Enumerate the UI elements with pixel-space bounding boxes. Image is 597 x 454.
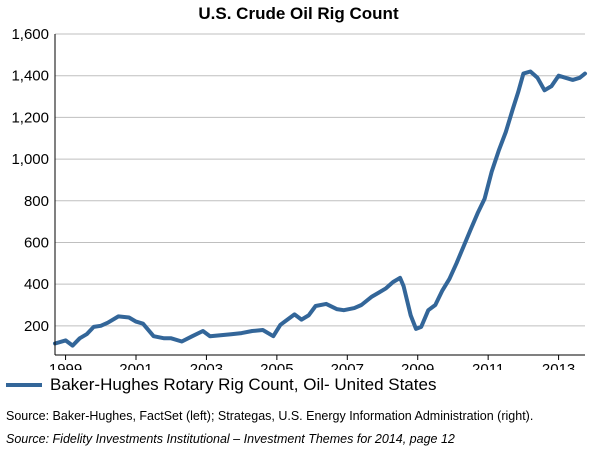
x-tick-label: 1999 [49,361,82,370]
y-tick-label: 600 [24,234,49,251]
source-note: Source: Baker-Hughes, FactSet (left); St… [6,409,534,423]
x-tick-label: 2009 [401,361,434,370]
chart-title: U.S. Crude Oil Rig Count [198,4,399,23]
x-tick-label: 2013 [542,361,575,370]
x-tick-label: 2003 [190,361,223,370]
x-tick-label: 2001 [119,361,152,370]
y-tick-label: 800 [24,193,49,210]
x-tick-label: 2011 [472,361,504,370]
legend-label: Baker-Hughes Rotary Rig Count, Oil- Unit… [50,375,437,394]
source-citation: Source: Fidelity Investments Institution… [6,432,455,446]
y-tick-label: 1,000 [11,151,49,168]
y-axis-labels: 200 400 600 800 1,000 1,200 1,400 1,600 [11,26,49,335]
x-tick-label: 2007 [331,361,364,370]
legend-swatch [6,383,42,387]
x-tick-label: 2005 [260,361,293,370]
y-tick-label: 1,200 [11,109,49,126]
series-line [53,69,587,348]
y-tick-label: 200 [24,318,49,335]
series-group [53,69,587,348]
x-axis-labels: 1999 2001 2003 2005 2007 2009 2011 2013 [49,361,575,370]
legend: Baker-Hughes Rotary Rig Count, Oil- Unit… [6,375,436,395]
y-tick-label: 400 [24,276,49,293]
y-tick-label: 1,400 [11,68,49,85]
grid-lines [55,33,585,360]
y-tick-label: 1,600 [11,26,49,43]
line-chart: 200 400 600 800 1,000 1,200 1,400 1,600 1999 200… [11,26,587,370]
